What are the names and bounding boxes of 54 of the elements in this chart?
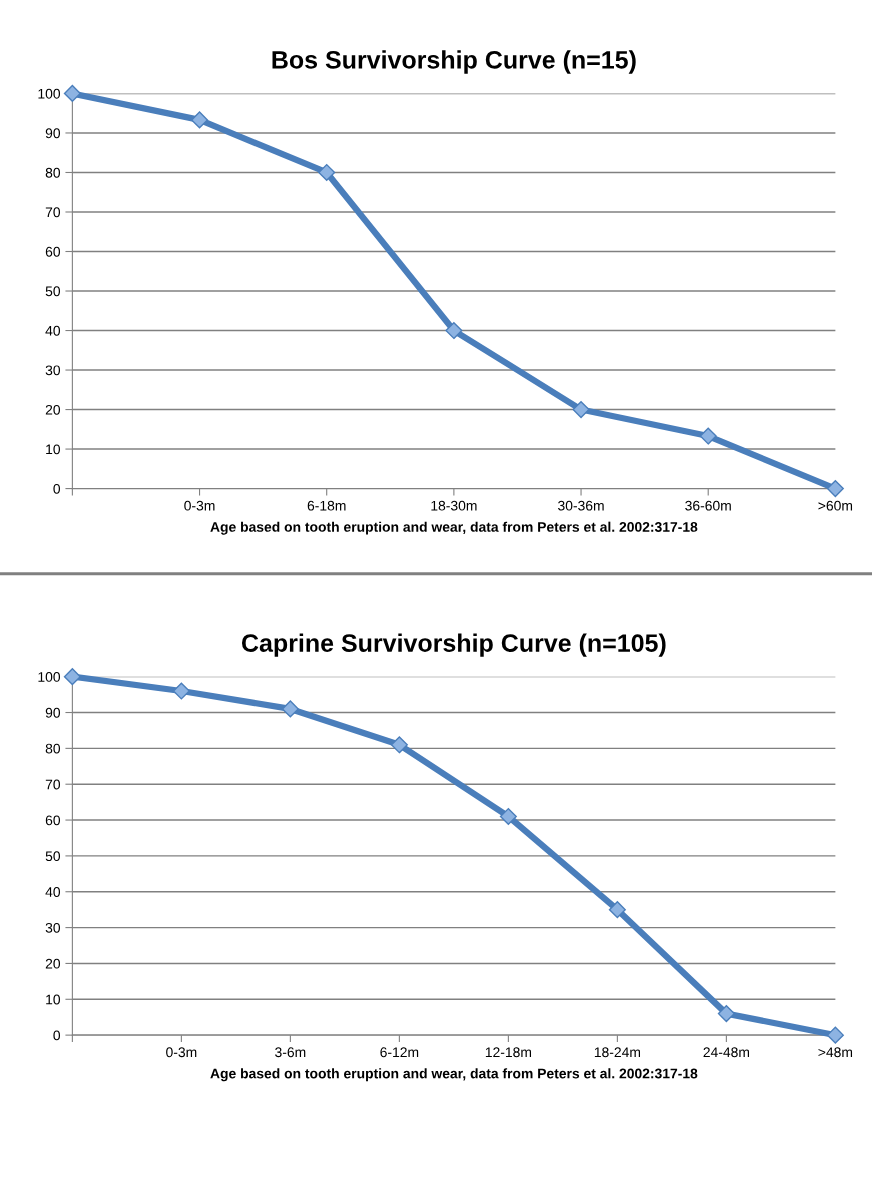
y-tick-label: 30 — [45, 365, 61, 376]
point — [281, 700, 299, 718]
y-tick-label: 20 — [45, 404, 61, 415]
x-tick-label: 6-12m — [380, 1047, 419, 1058]
x-tick-label: 18-30m — [431, 500, 477, 511]
point — [572, 401, 590, 419]
y-tick-label: 100 — [38, 672, 61, 682]
x-axis-title: Age based on tooth eruption and wear, data from Peters et al. 2002:317-18 — [210, 1068, 698, 1082]
y-tick-label: 90 — [45, 707, 61, 718]
y-tick-label: 10 — [46, 444, 61, 455]
y-tick-label: 70 — [45, 207, 61, 218]
y-tick-label: 90 — [45, 128, 61, 139]
y-tick-label: 50 — [45, 851, 61, 862]
chart-title: Caprine Survivorship Curve (n=105) — [242, 633, 666, 657]
point — [390, 736, 408, 754]
x-tick-label: 12-18m — [485, 1047, 532, 1058]
point — [190, 111, 209, 129]
x-tick-label: 36-60m — [685, 500, 731, 511]
point — [63, 668, 81, 686]
y-tick-label: 40 — [45, 325, 61, 336]
y-tick-label: 60 — [45, 246, 61, 257]
point — [445, 321, 463, 340]
y-tick-label: 60 — [45, 815, 61, 826]
y-tick-label: 50 — [45, 286, 61, 297]
y-tick-label: 70 — [45, 779, 61, 790]
y-tick-label: 100 — [38, 88, 61, 99]
x-tick-label: 6-18m — [307, 500, 346, 511]
point — [608, 901, 626, 919]
point — [318, 163, 336, 182]
point — [826, 480, 844, 498]
y-tick-label: 30 — [45, 922, 61, 933]
x-tick-label: 0-3m — [184, 500, 215, 511]
y-tick-label: 80 — [45, 743, 61, 754]
point — [717, 1005, 735, 1023]
point — [826, 1026, 844, 1044]
x-tick-label: 3-6m — [275, 1047, 306, 1058]
x-tick-label: 30-36m — [558, 500, 604, 511]
y-tick-label: 20 — [45, 958, 61, 969]
x-tick-label: >48m — [818, 1047, 853, 1058]
x-tick-label: 0-3m — [166, 1047, 197, 1058]
x-tick-label: >60m — [818, 500, 853, 511]
y-tick-label: 0 — [53, 1030, 61, 1041]
x-tick-label: 24-48m — [703, 1047, 750, 1058]
y-tick-label: 10 — [46, 994, 61, 1005]
x-axis-title: Age based on tooth eruption and wear, data from Peters et al. 2002:317-18 — [210, 521, 698, 535]
y-tick-label: 0 — [53, 483, 61, 494]
point — [172, 682, 190, 700]
point — [699, 427, 717, 445]
y-tick-label: 80 — [45, 167, 61, 178]
y-tick-label: 40 — [45, 887, 61, 897]
x-tick-label: 18-24m — [594, 1047, 641, 1058]
point — [499, 807, 517, 826]
chart-title: Bos Survivorship Curve (n=15) — [272, 50, 636, 74]
point — [63, 84, 81, 103]
